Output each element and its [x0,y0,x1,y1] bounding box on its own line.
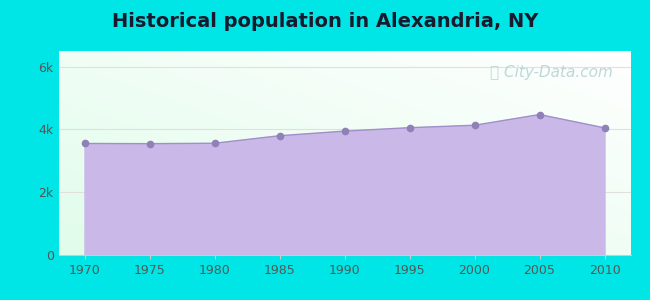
Text: Historical population in Alexandria, NY: Historical population in Alexandria, NY [112,12,538,31]
Text: ⓘ City-Data.com: ⓘ City-Data.com [491,65,614,80]
